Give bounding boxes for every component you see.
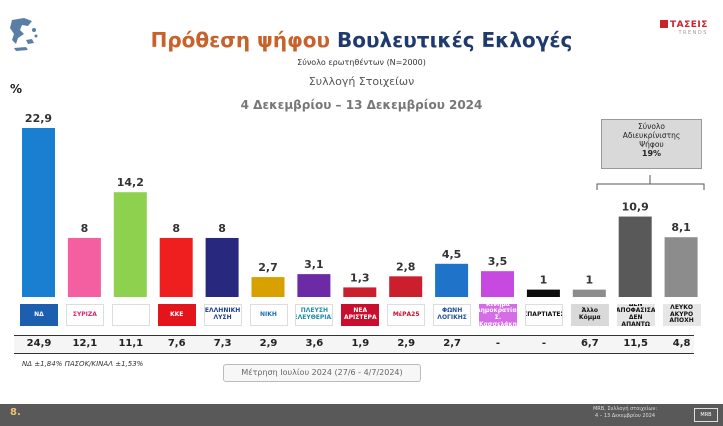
title-part1: Πρόθεση ψήφου: [150, 28, 331, 52]
footer-note-line2: 4 – 13 Δεκεμβρίου 2024: [594, 412, 656, 419]
footer-bar: [0, 404, 723, 426]
footer-note-line1: MRB, Συλλογή στοιχείων:: [592, 406, 658, 412]
undecided-line1: Σύνολο: [638, 122, 665, 131]
july-value: 7,3: [213, 338, 232, 349]
bar-value-label: 1: [540, 274, 548, 287]
logo-text: ΤΑΣΕΙΣ: [670, 20, 708, 30]
page-number: 8.: [10, 407, 21, 418]
july-value: 1,9: [351, 338, 370, 349]
bar-7: [343, 287, 377, 297]
sample-size: Σύνολο ερωτηθέντων (N=2000): [297, 58, 426, 67]
party-logo: ΝΙΚΗ: [249, 304, 288, 326]
bar-12: [572, 289, 606, 297]
july-table-background: [14, 335, 694, 354]
subtitle-dates: 4 Δεκεμβρίου – 13 Δεκεμβρίου 2024: [240, 98, 483, 112]
party-logo: Κίνημα Δημοκρατίας Σ. Κασσελάκη: [479, 304, 517, 326]
july-value: 4,8: [672, 338, 691, 349]
bar-value-label: 1: [585, 274, 593, 287]
bar-value-label: 8: [172, 222, 180, 235]
party-logo: Άλλο Κόμμα: [570, 304, 609, 326]
party-logo: ΔΕΝ ΑΠΟΦΑΣΙΣΑ ΔΕΝ ΑΠΑΝΤΩ: [616, 304, 655, 326]
party-logo: ΛΕΥΚΟ ΑΚΥΡΟ ΑΠΟΧΗ: [662, 304, 701, 326]
bar-value-label: 4,5: [442, 248, 462, 261]
bar-value-label: 14,2: [117, 176, 144, 189]
party-logo: ΣΥΡΙΖΑ: [65, 304, 104, 326]
bar-11: [526, 289, 560, 297]
bar-0: [22, 128, 55, 297]
july-value: 11,1: [118, 338, 144, 349]
july-value: 2,9: [259, 338, 278, 349]
bar-value-label: 3,1: [304, 258, 324, 271]
undecided-line3: Ψήφου: [639, 140, 664, 149]
july-value: 3,6: [305, 338, 324, 349]
party-logo: ΝΔ: [20, 304, 58, 326]
july-value: 11,5: [623, 338, 649, 349]
logo-square-icon: [660, 20, 668, 28]
title-part2: Βουλευτικές Εκλογές: [337, 28, 573, 52]
party-logo: ΚΚΕ: [157, 304, 196, 326]
bar-14: [664, 237, 698, 297]
page-title: Πρόθεση ψήφου Βουλευτικές Εκλογές: [0, 28, 723, 52]
july-measurement-label: Μέτρηση Ιουλίου 2024 (27/6 - 4/7/2024): [223, 364, 421, 382]
july-value: -: [495, 338, 501, 349]
undecided-total-box: Σύνολο Αδιευκρίνιστης Ψήφου 19%: [601, 119, 702, 169]
bar-value-label: 10,9: [622, 201, 649, 214]
brand-logo: ΤΑΣΕΙΣ TRENDS: [660, 20, 708, 36]
bar-value-label: 1,3: [350, 271, 370, 284]
july-value: 7,6: [167, 338, 186, 349]
bar-13: [618, 216, 652, 297]
bar-value-label: 8: [218, 222, 226, 235]
bar-value-label: 8,1: [671, 221, 691, 234]
party-logo: ΝΕΑ ΑΡΙΣΤΕΡΑ: [341, 304, 380, 326]
logo-subtext: TRENDS: [678, 30, 708, 36]
undecided-value: 19%: [641, 149, 662, 158]
july-value: 2,9: [397, 338, 416, 349]
july-value: -: [541, 338, 546, 349]
subtitle-collection: Συλλογή Στοιχείων: [308, 75, 415, 88]
footer-logo: MRB: [694, 408, 718, 422]
party-logo: ΕΛΛΗΝΙΚΗ ΛΥΣΗ: [203, 304, 242, 326]
bar-4: [205, 237, 239, 297]
bar-value-label: 2,8: [396, 260, 416, 273]
july-table: 24,9 12,1 11,1 7,6 7,3 2,9 3,6 1,9 2,9 2,7 - - 6,7 11…: [14, 335, 694, 352]
party-logo: ΠΛΕΥΣΗ ΕΛΕΥΘΕΡΙΑΣ: [295, 304, 334, 326]
july-value: 24,9: [26, 338, 52, 349]
bar-8: [389, 276, 423, 297]
undecided-line2: Αδιευκρίνιστης: [622, 131, 681, 140]
bar-2: [113, 192, 147, 297]
july-value: 12,1: [72, 338, 98, 349]
unit-label: %: [10, 82, 23, 96]
bar-value-label: 2,7: [258, 261, 278, 274]
bar-6: [297, 274, 331, 297]
bar-value-label: 3,5: [488, 255, 508, 268]
party-logo: ΦΩΝΗ ΛΟΓΙΚΗΣ: [433, 304, 472, 326]
bar-5: [251, 277, 285, 297]
july-value: 6,7: [580, 338, 599, 349]
bar-value-label: 8: [81, 222, 89, 235]
bar-3: [159, 237, 193, 297]
footer-note: MRB, Συλλογή στοιχείων: 4 – 13 Δεκεμβρίο…: [560, 406, 690, 419]
bar-chart: 22,9 8 14,2 8 8 2,7 3,1 1,3 2,8 4,5 3,5 1 1 10,9 8,1: [22, 112, 705, 297]
party-logo: [111, 304, 150, 326]
party-logo: ΣΠΑΡΤΙΑΤΕΣ: [524, 304, 563, 326]
bar-value-label: 22,9: [25, 112, 52, 125]
undecided-bracket: [596, 175, 705, 190]
greece-map-icon: [6, 16, 40, 56]
party-logo: ΜέΡΑ25: [387, 304, 426, 326]
july-value: 2,7: [443, 338, 461, 349]
bar-10: [481, 271, 514, 297]
footnote: ΝΔ ±1,84% ΠΑΣΟΚ/ΚΙΝΑΛ ±1,53%: [22, 360, 144, 368]
bar-9: [435, 263, 469, 297]
bar-1: [67, 237, 101, 297]
